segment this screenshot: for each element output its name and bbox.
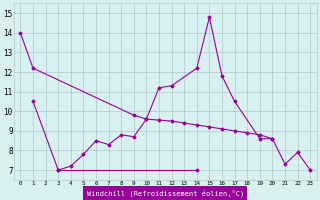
X-axis label: Windchill (Refroidissement éolien,°C): Windchill (Refroidissement éolien,°C)	[87, 189, 244, 197]
